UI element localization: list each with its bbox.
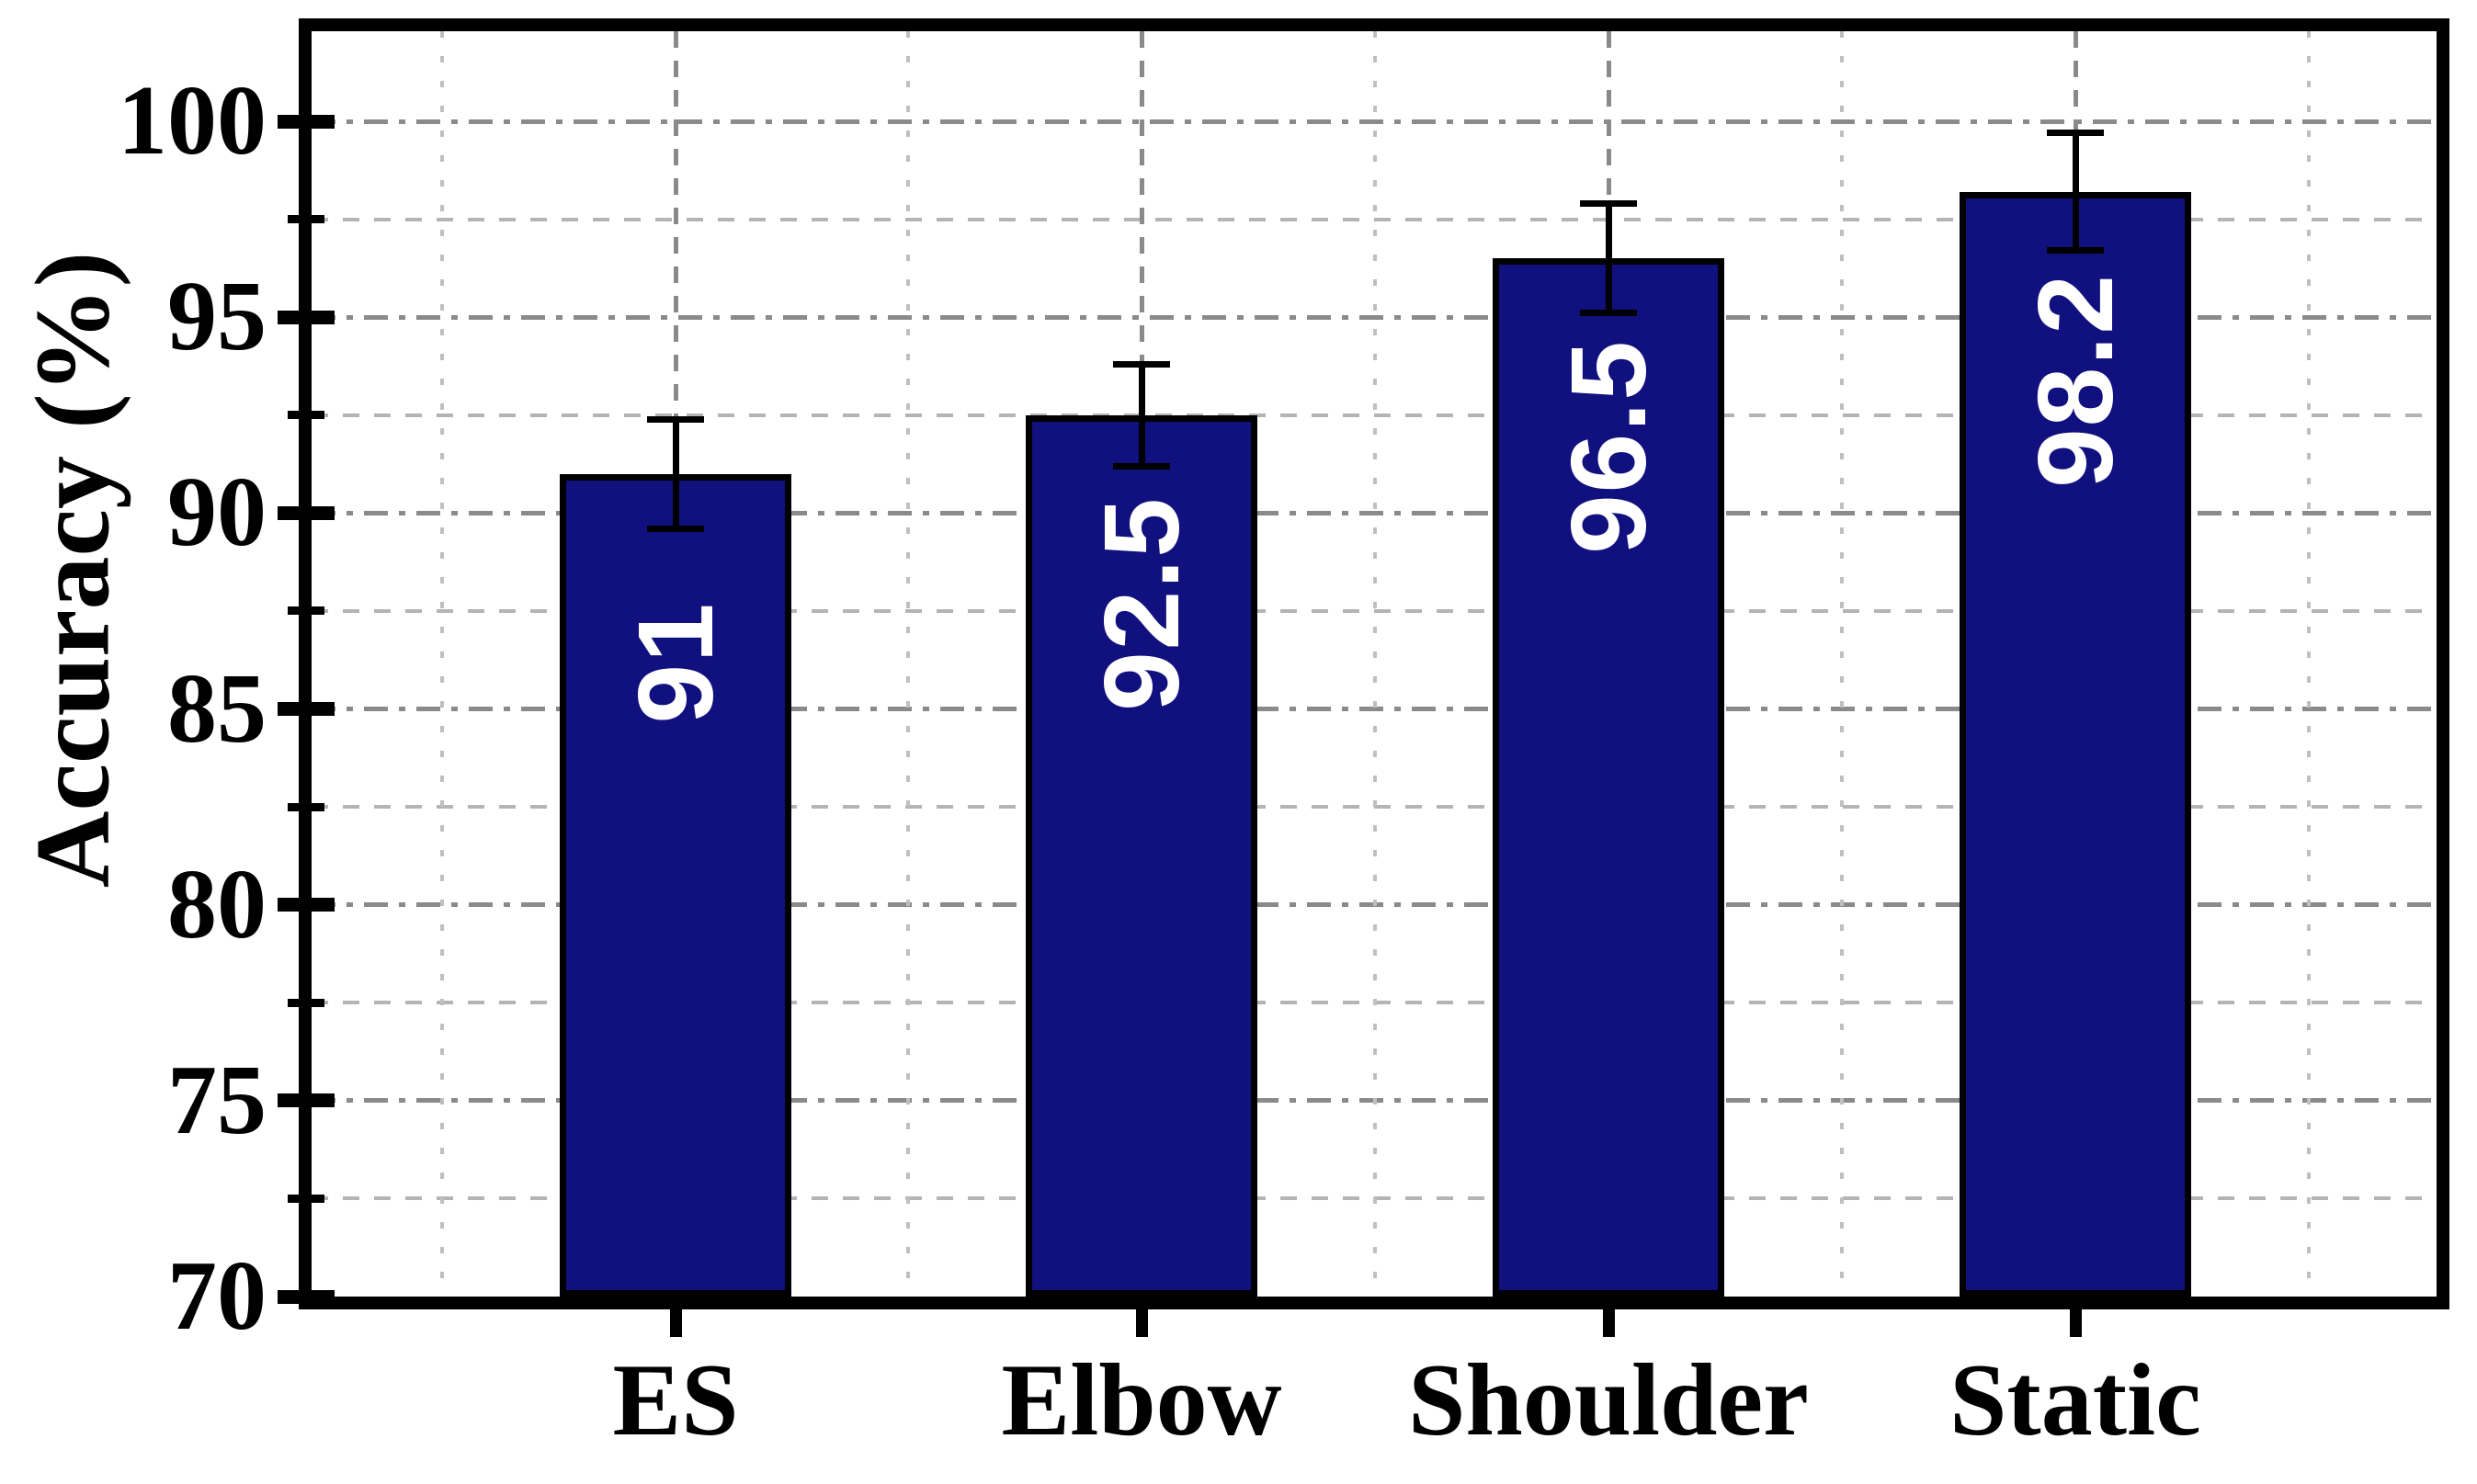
bar-value-label: 92.5 [1082, 495, 1201, 711]
y-tick-label: 95 [167, 262, 267, 372]
y-tick-label: 85 [167, 653, 267, 764]
y-tick-label: 100 [118, 66, 267, 176]
y-major-tick [278, 898, 335, 912]
error-bar-cap-bottom [647, 525, 704, 532]
error-bar-cap-top [647, 415, 704, 423]
error-bar-cap-top [2047, 130, 2104, 137]
error-bar-cap-bottom [1580, 310, 1637, 317]
gridline-v-minor [440, 31, 445, 1297]
error-bar-whisker [1605, 203, 1612, 313]
gridline-v-minor [1373, 31, 1378, 1297]
y-major-tick [278, 1289, 335, 1304]
bar-value-label: 91 [616, 601, 735, 724]
y-major-tick [278, 310, 335, 324]
bar-es [560, 473, 791, 1297]
x-tick-label-elbow: Elbow [1001, 1343, 1282, 1457]
y-major-tick [278, 1093, 335, 1108]
y-tick-label: 70 [167, 1241, 267, 1351]
y-major-tick [278, 702, 335, 717]
y-minor-tick [288, 411, 324, 420]
y-minor-tick [288, 998, 324, 1007]
y-tick-label: 80 [167, 849, 267, 959]
error-bar-cap-top [1580, 200, 1637, 208]
error-bar-whisker [2072, 132, 2079, 251]
x-tick [1135, 1309, 1148, 1337]
y-major-tick [278, 505, 335, 520]
bar-value-label: 98.2 [2016, 272, 2135, 488]
x-tick [2069, 1309, 2082, 1337]
y-minor-tick [288, 1194, 324, 1203]
y-minor-tick [288, 606, 324, 616]
gridline-v-minor [906, 31, 911, 1297]
x-tick-label-es: ES [612, 1343, 739, 1457]
bar-value-label: 96.5 [1549, 339, 1668, 555]
bar-elbow [1026, 414, 1257, 1297]
gridline-v-minor [1840, 31, 1845, 1297]
y-tick-label: 75 [167, 1045, 267, 1155]
x-tick [1602, 1309, 1615, 1337]
error-bar-whisker [672, 419, 679, 529]
error-bar-cap-bottom [2047, 247, 2104, 255]
y-minor-tick [288, 215, 324, 224]
bar-shoulder [1493, 258, 1724, 1297]
x-tick-label-static: Static [1949, 1343, 2201, 1457]
y-major-tick [278, 114, 335, 129]
y-minor-tick [288, 802, 324, 811]
y-tick-label: 90 [167, 458, 267, 568]
error-bar-whisker [1138, 364, 1145, 467]
x-tick-label-shoulder: Shoulder [1408, 1343, 1809, 1457]
bar-static [1960, 191, 2191, 1297]
error-bar-cap-bottom [1113, 462, 1170, 470]
error-bar-cap-top [1113, 360, 1170, 368]
x-tick [669, 1309, 682, 1337]
gridline-v-minor [2306, 31, 2311, 1297]
